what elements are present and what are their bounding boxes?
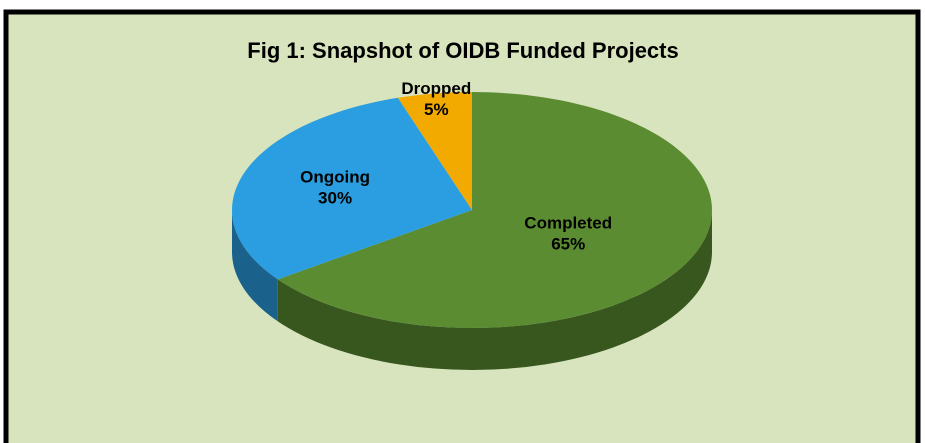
slice-value-label: 5%	[424, 100, 449, 119]
slice-side	[277, 210, 712, 371]
slice-value-label: 30%	[318, 189, 352, 208]
slice-label: Ongoing	[300, 168, 370, 187]
slice-label: Dropped	[401, 79, 471, 98]
slice-side	[232, 210, 278, 322]
slice	[277, 92, 712, 328]
slice-label: Completed	[524, 214, 612, 233]
chart-title: Fig 1: Snapshot of OIDB Funded Projects	[247, 38, 678, 63]
slice	[397, 92, 472, 210]
slice	[231, 97, 472, 280]
slice-value-label: 65%	[551, 235, 585, 254]
